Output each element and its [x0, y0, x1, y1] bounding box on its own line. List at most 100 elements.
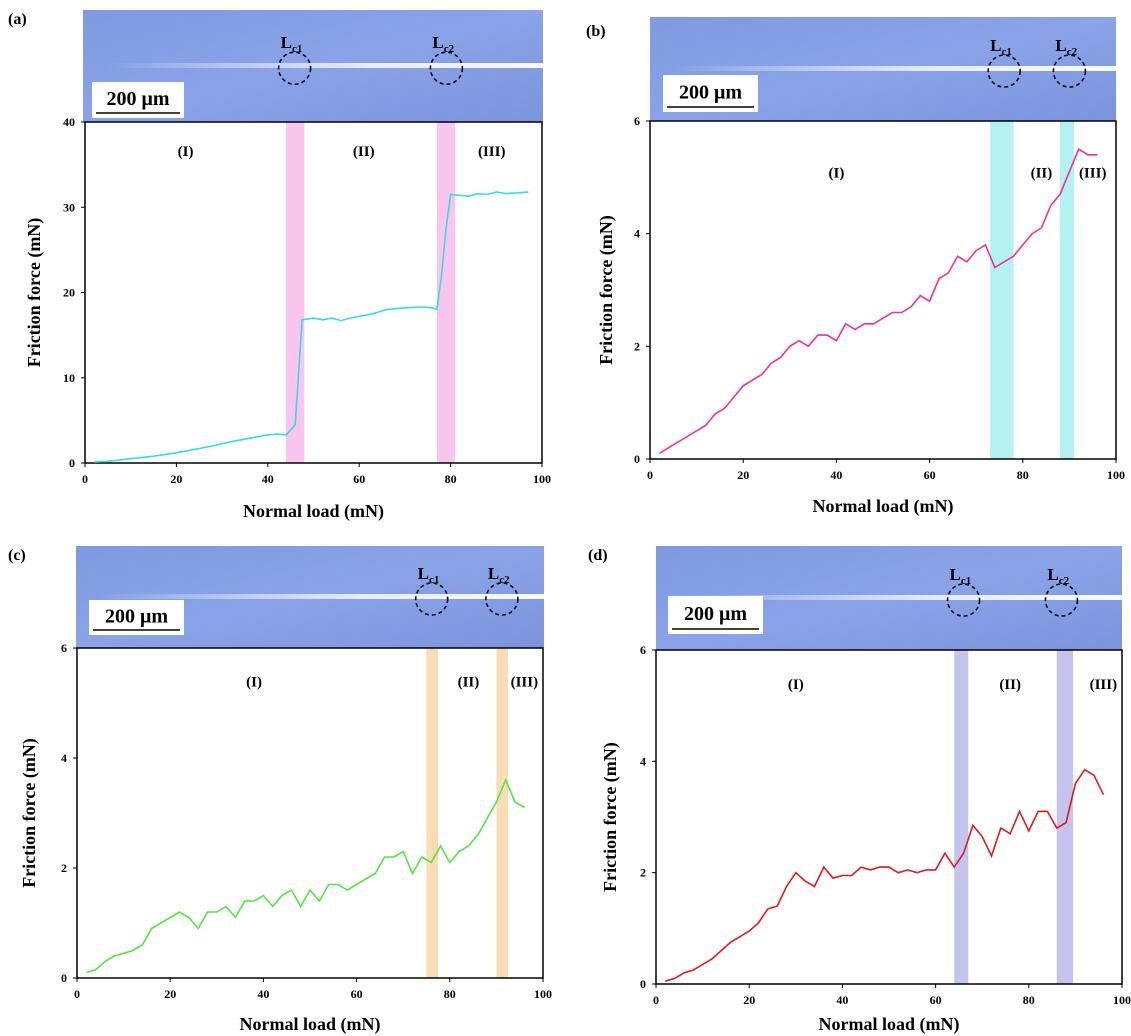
y-tick-label: 6	[634, 114, 640, 128]
lc1-label: Lc1	[418, 564, 440, 586]
x-tick-label: 0	[647, 468, 653, 482]
region-label: (II)	[353, 144, 375, 160]
y-axis-label: Friction force (mN)	[24, 218, 45, 368]
lc1-label: Lc1	[990, 36, 1012, 58]
x-axis-label: Normal load (mN)	[813, 496, 954, 517]
lc2-label: Lc2	[1055, 36, 1077, 58]
region-label: (I)	[828, 165, 844, 181]
x-tick-label: 40	[836, 993, 848, 1007]
y-tick-label: 10	[63, 371, 75, 385]
critical-load-band	[954, 650, 969, 984]
scratch-track	[99, 594, 545, 599]
x-tick-label: 80	[1017, 468, 1029, 482]
x-tick-label: 80	[444, 987, 456, 1001]
plot-frame	[649, 120, 1117, 460]
friction-series-line	[86, 777, 525, 974]
scale-bar-box	[92, 82, 184, 118]
x-tick-label: 20	[737, 468, 749, 482]
lc1-marker	[946, 583, 981, 617]
x-tick-label: 0	[82, 472, 88, 486]
x-tick-label: 100	[534, 987, 552, 1001]
x-tick-label: 0	[74, 987, 80, 1001]
region-label: (III)	[1079, 165, 1107, 181]
micrograph-image: Lc1 Lc2 200 μm	[83, 10, 543, 122]
y-tick-label: 40	[63, 115, 75, 129]
scratch-track	[106, 63, 543, 68]
y-tick-label: 0	[61, 971, 67, 985]
x-tick-label: 20	[170, 472, 182, 486]
lc1-label: Lc1	[281, 33, 303, 55]
panel-b: (b) Lc1 Lc2 200 μm 0 20 40 60 80 100 0 2 4 6 Normal lo…	[586, 17, 1125, 517]
scale-bar-label: 200 μm	[679, 82, 742, 104]
y-tick-label: 0	[640, 977, 646, 991]
critical-load-band	[990, 121, 1014, 459]
y-tick-label: 20	[63, 286, 75, 300]
x-tick-label: 60	[924, 468, 936, 482]
critical-load-band	[496, 648, 509, 978]
x-tick-label: 80	[1023, 993, 1035, 1007]
lc1-marker	[414, 582, 449, 616]
y-axis-label: Friction force (mN)	[600, 742, 621, 892]
y-tick-label: 6	[61, 641, 67, 655]
x-axis-label: Normal load (mN)	[240, 1014, 381, 1035]
scratch-track	[679, 595, 1122, 600]
panel-label: (a)	[8, 11, 27, 28]
y-tick-label: 4	[640, 754, 646, 768]
lc2-label: Lc2	[432, 33, 454, 55]
region-label: (III)	[478, 144, 506, 160]
critical-load-band	[436, 122, 456, 463]
scale-bar-label: 200 μm	[684, 603, 747, 625]
scale-bar-box	[89, 600, 184, 635]
friction-series-line	[658, 148, 1098, 455]
panel-label: (b)	[586, 23, 606, 40]
critical-load-band	[1060, 121, 1075, 459]
lc2-marker	[1044, 583, 1079, 617]
critical-load-band	[1056, 650, 1074, 984]
lc1-marker	[987, 54, 1021, 88]
lc2-marker	[485, 582, 519, 616]
x-tick-label: 100	[1107, 468, 1125, 482]
x-tick-label: 40	[262, 472, 274, 486]
x-tick-label: 20	[164, 987, 176, 1001]
panel-d: (d) Lc1 Lc2 200 μm 0 20 40 60 80 100 0 2 4 6 Normal lo…	[588, 546, 1131, 1035]
x-tick-label: 60	[351, 987, 363, 1001]
lc1-marker	[277, 51, 312, 86]
scale-bar-label: 200 μm	[107, 88, 170, 110]
x-tick-label: 40	[830, 468, 842, 482]
x-axis-label: Normal load (mN)	[819, 1014, 960, 1035]
micrograph-image: Lc1 Lc2 200 μm	[76, 546, 545, 648]
lc2-marker	[1052, 54, 1087, 88]
y-tick-label: 4	[61, 751, 67, 765]
x-tick-label: 20	[743, 993, 755, 1007]
x-tick-label: 100	[533, 472, 551, 486]
panel-a: (a) Lc1 Lc2 200 μm 0 20 40 60 80 100 0 10 20 30 40 Norm…	[8, 10, 551, 522]
lc2-label: Lc2	[488, 564, 510, 586]
y-axis-label: Friction force (mN)	[19, 738, 40, 888]
lc1-label: Lc1	[950, 565, 972, 587]
plot-frame	[76, 647, 544, 979]
y-tick-label: 2	[634, 339, 640, 353]
x-tick-label: 100	[1113, 993, 1131, 1007]
x-tick-label: 60	[930, 993, 942, 1007]
lc2-label: Lc2	[1047, 565, 1069, 587]
x-tick-label: 80	[445, 472, 457, 486]
x-tick-label: 40	[257, 987, 269, 1001]
y-tick-label: 0	[634, 452, 640, 466]
scale-bar-box	[663, 75, 758, 112]
lc2-marker	[429, 51, 464, 86]
micrograph-image: Lc1 Lc2 200 μm	[656, 546, 1122, 650]
friction-series-line	[665, 768, 1105, 982]
region-label: (I)	[246, 675, 262, 691]
panel-label: (c)	[8, 547, 26, 564]
y-tick-label: 4	[634, 227, 640, 241]
scratch-track	[673, 66, 1116, 71]
x-tick-label: 0	[653, 993, 659, 1007]
plot-frame	[655, 649, 1123, 985]
y-tick-label: 0	[69, 456, 75, 470]
micrograph-image: Lc1 Lc2 200 μm	[650, 17, 1116, 121]
y-tick-label: 2	[61, 861, 67, 875]
x-axis-label: Normal load (mN)	[243, 501, 384, 522]
region-label: (III)	[1090, 677, 1118, 693]
x-tick-label: 60	[353, 472, 365, 486]
